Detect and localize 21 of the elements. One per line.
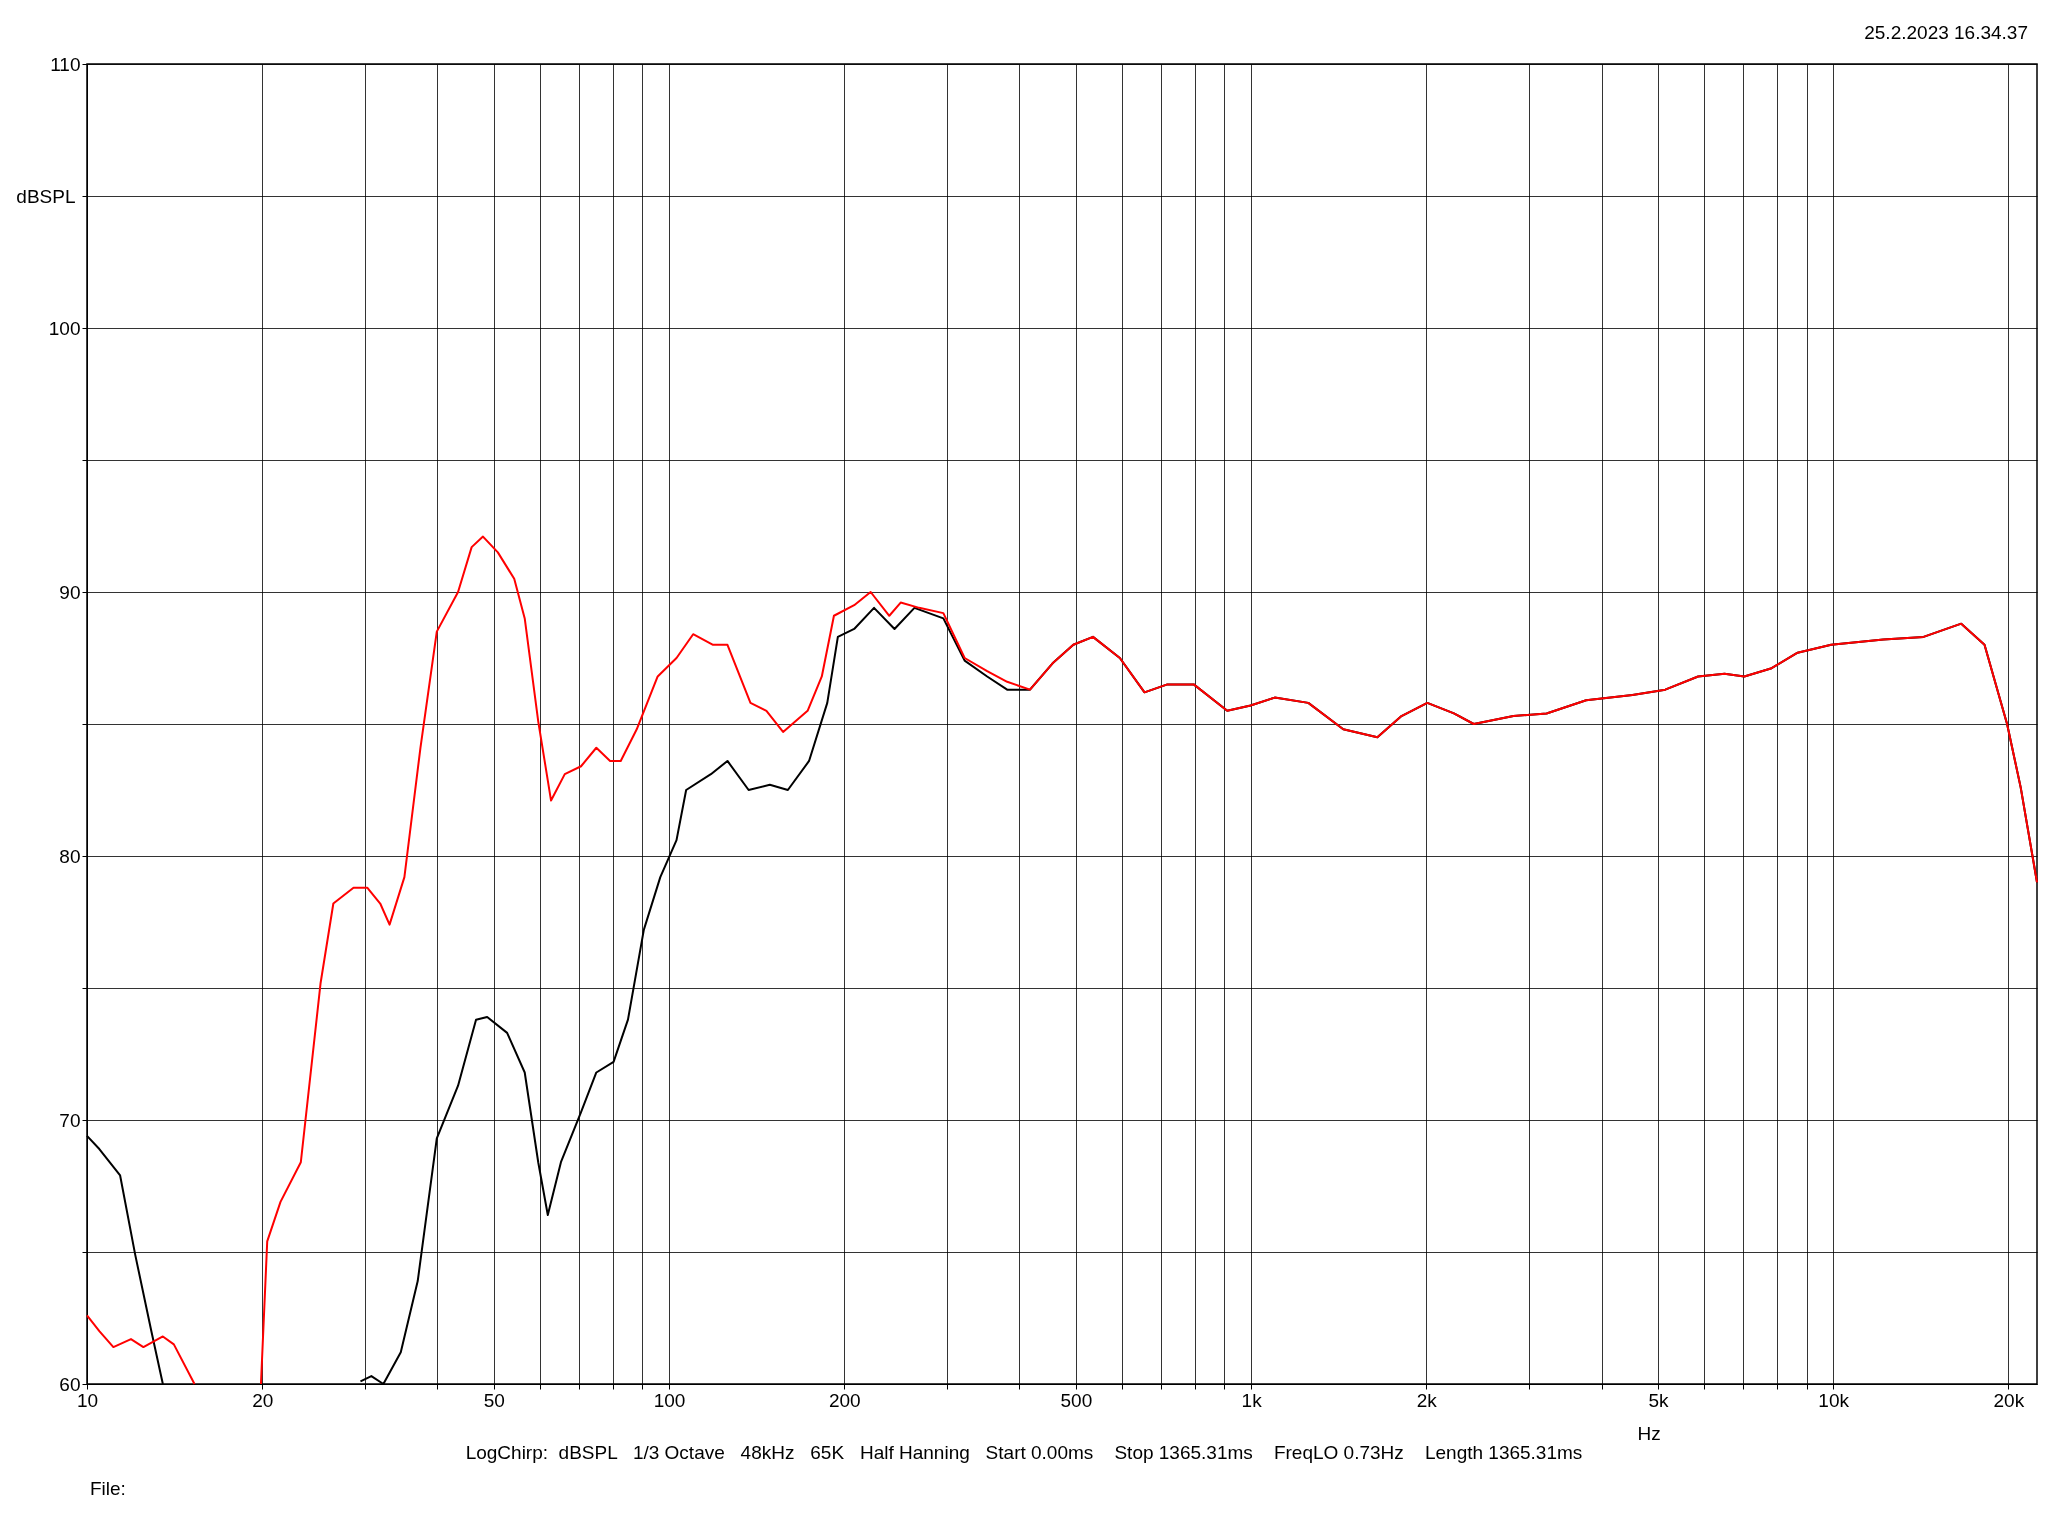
x-tick-label: 1k [1241, 1389, 1263, 1411]
y-tick-label: 60 [59, 1373, 81, 1395]
x-tick-label: 2k [1416, 1389, 1438, 1411]
x-tick-label: 10k [1818, 1389, 1850, 1411]
text: LogChirp: dBSPL 1/3 Octave 48kHz 65K Half Hanning Start 0.00ms Stop 1365.31ms FreqLO 0.73Hz Length 1365.31ms [464, 1442, 1584, 1464]
x-tick-label: 20 [252, 1389, 274, 1411]
x-axis-title: Hz [1637, 1422, 1661, 1444]
text: 25.2.2023 16.34.37 [1864, 22, 2028, 44]
x-tick-label: 500 [1060, 1389, 1093, 1411]
y-tick-label: 110 [50, 53, 81, 75]
x-tick-label: 200 [828, 1389, 861, 1411]
y-tick-label: 80 [59, 845, 81, 867]
y-tick-label: 100 [48, 317, 81, 339]
x-tick-label: 100 [653, 1389, 686, 1411]
x-tick-label: 50 [483, 1389, 505, 1411]
y-axis-title: dBSPL [16, 185, 76, 207]
text: File: [90, 1478, 126, 1500]
y-tick-label: 90 [59, 581, 81, 603]
x-tick-label: 5k [1648, 1389, 1669, 1411]
y-tick-label: 70 [59, 1109, 81, 1131]
x-tick-label: 20k [1993, 1389, 2025, 1411]
